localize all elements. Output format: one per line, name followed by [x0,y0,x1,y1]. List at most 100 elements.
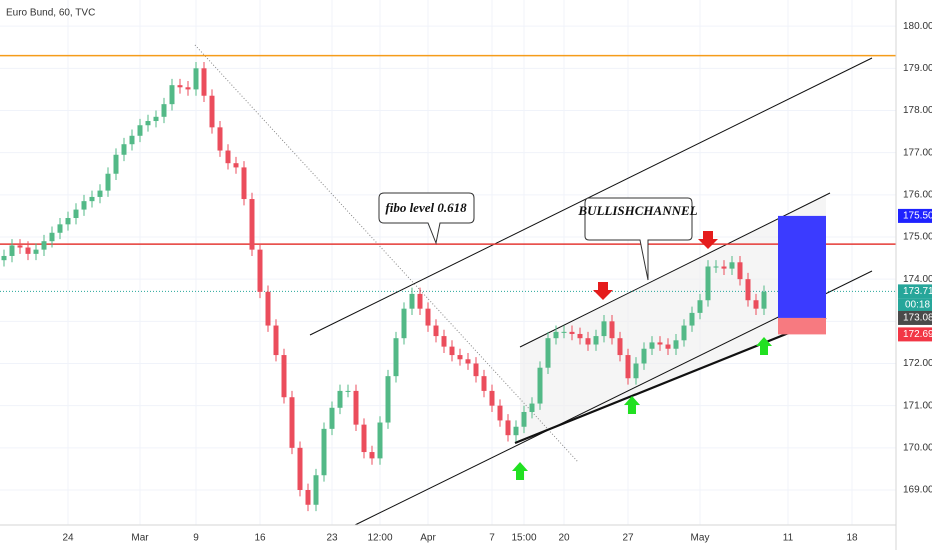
candle-body [441,336,447,347]
overlay: fibo level 0.618 BULLISHCHANNEL [378,192,826,480]
candle-body [625,355,631,379]
candle-body [521,411,527,427]
candle-body [713,266,719,268]
candle-body [273,325,279,356]
y-tick-label: 176.00 [903,189,932,200]
candle-body [665,344,671,349]
candle-body [697,300,703,313]
candle-body [633,363,639,379]
stop-zone [778,317,826,335]
candle-body [601,321,607,337]
candle-body [609,321,615,339]
y-tick-label: 177.00 [903,147,932,158]
chart-title: Euro Bund, 60, TVC [6,8,95,19]
candle-body [409,293,415,309]
candle-body [321,428,327,476]
trend-line [514,316,827,445]
x-tick-label: 12:00 [367,533,392,544]
candle-body [393,338,399,377]
candle-body [369,452,375,459]
candle-body [209,95,215,128]
candle-body [17,245,23,248]
x-tick-label: 15:00 [511,533,536,544]
candle-body [361,424,367,453]
candle-body [417,293,423,309]
candle-body [241,167,247,200]
candle-body [305,490,311,505]
arrow-up [512,462,528,480]
candle-body [73,209,79,219]
target-zone [778,215,826,318]
countdown: 00:18 [905,300,930,311]
candle-body [145,121,151,126]
candle-body [201,68,207,96]
candle-body [233,163,239,168]
arrow-down [698,231,718,249]
candle-body [681,325,687,341]
candle-body [113,154,119,174]
candle-body [65,218,71,225]
candle-body [153,116,159,122]
candle-body [529,403,535,412]
candle-body [193,68,199,90]
candle-body [593,336,599,345]
candle-body [433,325,439,337]
candle-body [265,291,271,326]
candle-body [105,173,111,191]
candle-body [729,262,735,269]
x-tick-label: 24 [62,533,74,544]
x-tick-label: Apr [420,533,436,544]
candle-body [41,241,47,250]
candle-body [353,390,359,425]
candle-body [689,312,695,326]
price-label-bg [898,284,932,299]
candle-body [49,232,55,242]
candle-body [545,338,551,368]
candle-body [225,150,231,164]
channel-fill [520,195,826,440]
candles [1,61,767,512]
candle-body [721,266,727,269]
y-tick-label: 175.00 [903,232,932,243]
x-tick-label: 7 [489,533,495,544]
candle-body [505,420,511,436]
candle-body [337,390,343,408]
annotation: fibo level 0.618 [385,200,467,215]
candle-body [177,85,183,88]
candle-body [257,249,263,292]
candle-body [129,135,135,145]
candle-body [385,376,391,423]
trend-line [309,57,873,336]
candle-body [89,196,95,202]
price-label: 173.71 [903,286,932,297]
callout [378,192,475,245]
candle-body [345,390,351,392]
candle-body [561,331,567,333]
candle-body [217,127,223,151]
candle-body [569,331,575,334]
arrow-up [756,337,772,355]
candle-body [489,390,495,406]
candle-body [761,291,767,309]
candle-body [97,190,103,197]
annotation: BULLISHCHANNEL [577,203,697,218]
y-tick-label: 174.00 [903,274,932,285]
y-tick-label: 170.00 [903,442,932,453]
candle-body [1,255,7,261]
price-label-bg [898,310,932,325]
candle-body [457,355,463,360]
candle-body [745,279,751,301]
candle-body [57,224,63,233]
candle-body [497,405,503,421]
y-tick-label: 172.00 [903,358,932,369]
candle-body [481,376,487,391]
candle-body [737,262,743,280]
candle-body [281,355,287,398]
candle-body [81,201,87,210]
x-tick-label: 20 [558,533,570,544]
candle-body [577,333,583,339]
price-label-bg [898,208,932,223]
arrow-down [593,282,613,300]
countdown-bg [898,298,932,312]
